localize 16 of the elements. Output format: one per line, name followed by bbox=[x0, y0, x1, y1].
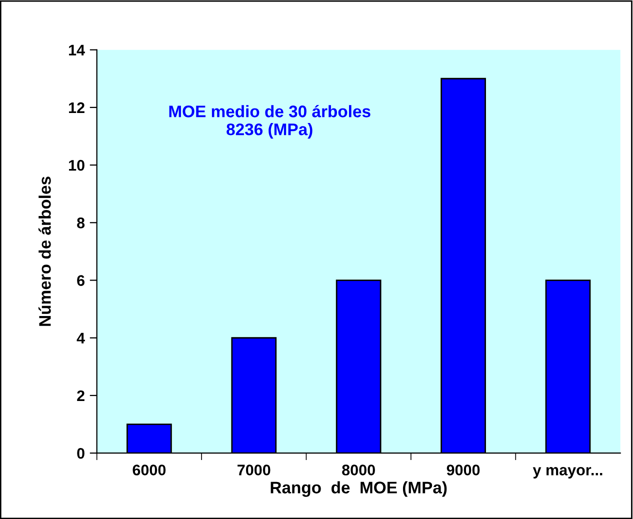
y-tick-label: 10 bbox=[69, 160, 84, 171]
x-tick-label: y mayor... bbox=[532, 467, 602, 478]
y-tick-label: 4 bbox=[76, 332, 85, 344]
y-tick-label: 8 bbox=[77, 218, 85, 228]
x-tick-label: 6000 bbox=[132, 464, 166, 476]
y-tick-label: 14 bbox=[69, 44, 85, 56]
annotation: MOE medio de 30 árboles 8236 (MPa) bbox=[169, 104, 370, 139]
y-tick-label: 2 bbox=[77, 390, 84, 402]
y-tick-label: 6 bbox=[77, 275, 84, 286]
x-tick-label: 8000 bbox=[342, 464, 375, 476]
y-tick-label: 0 bbox=[77, 448, 84, 459]
x-axis-title: Rango de MOE (MPa) bbox=[270, 481, 447, 497]
y-axis-title: Número de árboles bbox=[38, 176, 51, 326]
x-tick-label: 7000 bbox=[238, 464, 270, 476]
y-tick-label: 12 bbox=[69, 102, 84, 113]
x-tick-label: 9000 bbox=[446, 464, 480, 476]
